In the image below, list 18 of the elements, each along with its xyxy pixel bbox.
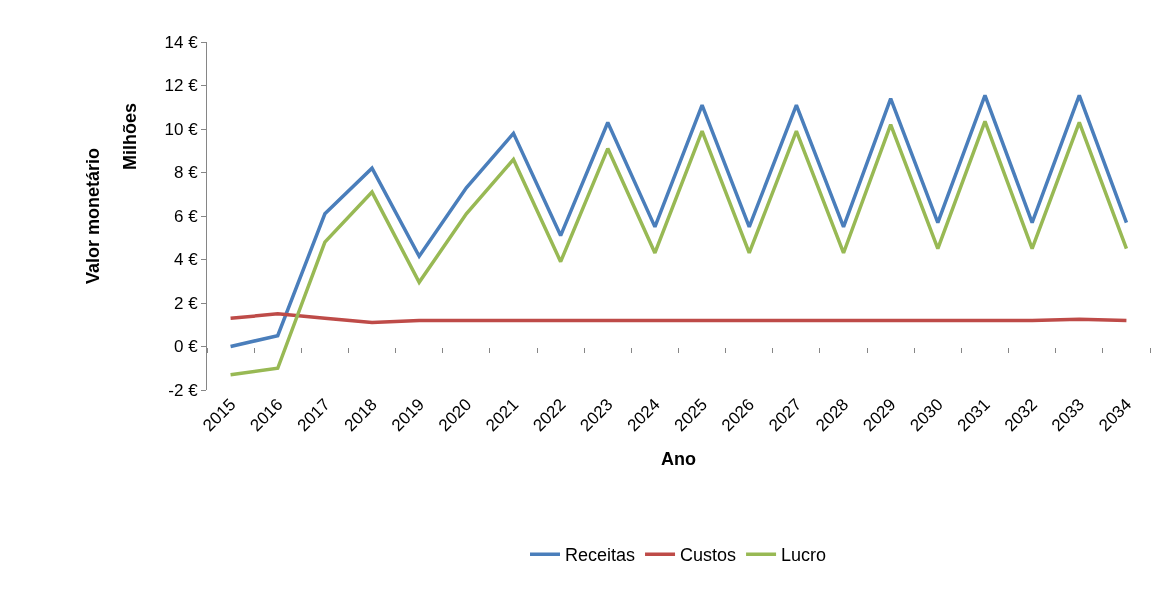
line-series [228,312,1129,325]
y-tick-label: 12 € [164,76,199,96]
y-tick-label: -2 € [168,380,199,400]
y-tick-label: 2 € [173,293,199,313]
legend-label: Receitas [565,545,636,566]
y-tick-label: 10 € [164,119,199,139]
y-tick-label: 6 € [173,206,199,226]
y-tick-label: 14 € [164,32,199,52]
line-series [228,119,1129,377]
text: Milhões [119,103,140,171]
legend-label: Custos [680,545,737,566]
line-series [228,93,1129,349]
y-tick-label: 8 € [173,163,199,183]
y-axis-title: Valor monetário [82,147,103,285]
legend-label: Lucro [781,545,827,566]
x-axis-title: Ano [661,449,696,470]
y-tick-label: 0 € [173,337,199,357]
y-tick-label: 4 € [173,250,199,270]
